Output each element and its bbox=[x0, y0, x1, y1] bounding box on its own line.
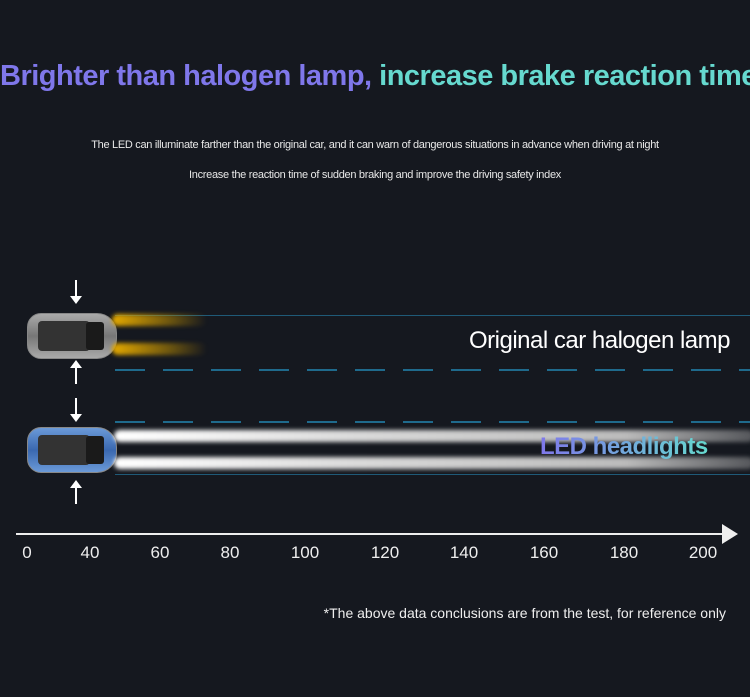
headline-part1: Brighter than halogen lamp, bbox=[0, 60, 372, 92]
lane-dash bbox=[115, 369, 750, 371]
led-beam bbox=[114, 457, 750, 469]
led-beam bbox=[114, 430, 750, 442]
led-car bbox=[27, 427, 117, 473]
arrow-down-icon bbox=[70, 398, 82, 422]
axis-tick: 200 bbox=[688, 543, 718, 562]
footnote: *The above data conclusions are from the… bbox=[323, 605, 726, 621]
axis-tick: 0 bbox=[22, 543, 32, 562]
halogen-car bbox=[27, 313, 117, 359]
headline-part2: increase brake reaction time bbox=[379, 60, 750, 92]
headline: Brighter than halogen lamp, increase bra… bbox=[0, 60, 750, 93]
halogen-beam bbox=[112, 314, 207, 326]
axis-tick: 60 bbox=[150, 543, 170, 562]
halogen-beam bbox=[112, 343, 207, 355]
axis-arrow-icon bbox=[722, 524, 738, 544]
axis-tick: 160 bbox=[529, 543, 559, 562]
arrow-down-icon bbox=[70, 280, 82, 304]
axis-tick: 180 bbox=[609, 543, 639, 562]
halogen-label: Original car halogen lamp bbox=[469, 327, 730, 354]
subtitle-1: The LED can illuminate farther than the … bbox=[91, 139, 659, 151]
axis-tick: 140 bbox=[449, 543, 479, 562]
axis-tick: 80 bbox=[220, 543, 240, 562]
road-line bbox=[115, 315, 750, 316]
arrow-up-icon bbox=[70, 360, 82, 384]
led-label: LED headlights bbox=[540, 433, 708, 460]
road-line bbox=[115, 474, 750, 475]
distance-axis bbox=[16, 533, 728, 535]
lane-dash bbox=[115, 421, 750, 423]
arrow-up-icon bbox=[70, 480, 82, 504]
axis-tick: 40 bbox=[80, 543, 100, 562]
subtitle-2: Increase the reaction time of sudden bra… bbox=[189, 169, 561, 181]
axis-tick: 120 bbox=[370, 543, 400, 562]
axis-tick: 100 bbox=[290, 543, 320, 562]
